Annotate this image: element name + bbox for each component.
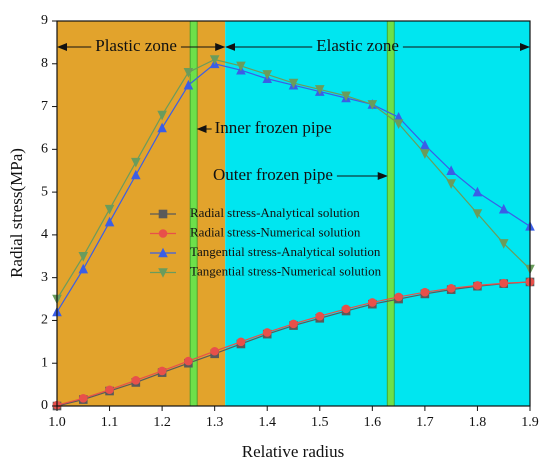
y-tick-label: 7: [41, 99, 48, 114]
legend-label: Tangential stress-Numerical solution: [190, 263, 382, 278]
x-tick-label: 1.1: [101, 415, 119, 430]
data-point: [473, 281, 482, 290]
data-point: [236, 61, 246, 72]
y-tick-label: 8: [41, 56, 48, 71]
y-tick-label: 0: [41, 398, 48, 413]
data-point: [446, 179, 456, 189]
y-tick-label: 2: [41, 313, 48, 328]
data-point: [78, 394, 88, 403]
y-tick-label: 4: [41, 227, 48, 242]
data-point: [341, 304, 351, 314]
legend-label: Tangential stress-Analytical solution: [190, 244, 381, 259]
data-point: [367, 100, 378, 110]
x-tick-label: 1.2: [153, 415, 171, 430]
legend-label: Radial stress-Analytical solution: [190, 205, 360, 220]
frozen-pipe: [386, 20, 395, 407]
data-point: [394, 292, 403, 302]
x-tick-label: 1.0: [48, 415, 66, 430]
x-tick-label: 1.7: [416, 415, 434, 430]
y-tick-label: 1: [41, 355, 48, 370]
zone-label: Elastic zone: [316, 36, 399, 55]
data-point: [131, 169, 141, 180]
data-point: [184, 356, 193, 366]
data-point: [420, 287, 430, 297]
legend-marker: [158, 247, 168, 258]
data-point: [472, 186, 483, 197]
y-tick-label: 9: [41, 13, 48, 28]
legend-marker: [158, 229, 168, 238]
x-tick-label: 1.5: [311, 415, 329, 430]
y-tick-label: 5: [41, 184, 48, 199]
legend-marker: [158, 209, 168, 219]
data-point: [341, 91, 351, 102]
data-point: [78, 263, 89, 274]
data-point: [368, 298, 377, 307]
data-point: [104, 204, 115, 215]
data-point: [472, 209, 483, 219]
data-point: [157, 110, 167, 121]
pipe-label: Inner frozen pipe: [215, 118, 332, 137]
data-point: [499, 278, 509, 288]
data-point: [105, 385, 114, 395]
data-point: [420, 149, 430, 159]
data-point: [446, 284, 456, 293]
data-point: [131, 157, 141, 168]
x-tick-label: 1.4: [258, 415, 276, 430]
data-point: [289, 319, 298, 329]
pipe-label: Outer frozen pipe: [213, 165, 333, 184]
data-point: [262, 328, 272, 337]
data-point: [420, 139, 430, 150]
data-point: [183, 68, 194, 78]
data-point: [210, 346, 219, 356]
data-point: [131, 376, 141, 385]
x-axis-label: Relative radius: [242, 442, 344, 461]
x-tick-label: 1.9: [521, 415, 539, 430]
data-point: [314, 85, 325, 95]
y-tick-label: 3: [41, 270, 48, 285]
data-point: [157, 122, 167, 133]
data-point: [262, 70, 273, 80]
x-tick-label: 1.3: [206, 415, 224, 430]
legend-label: Radial stress-Numerical solution: [190, 224, 361, 239]
data-point: [446, 165, 456, 176]
x-tick-label: 1.6: [364, 415, 382, 430]
data-point: [288, 78, 299, 89]
data-point: [498, 239, 509, 249]
data-point: [236, 337, 246, 347]
y-tick-label: 6: [41, 142, 48, 157]
legend-marker: [158, 268, 168, 278]
data-point: [183, 79, 194, 90]
data-point: [157, 366, 167, 376]
data-point: [104, 216, 115, 227]
y-axis-label: Radial stress(MPa): [7, 148, 26, 278]
data-point: [393, 111, 404, 122]
x-tick-label: 1.8: [469, 415, 487, 430]
plot-frame: [56, 20, 531, 407]
data-point: [498, 203, 509, 214]
data-point: [315, 311, 325, 321]
data-point: [209, 55, 220, 65]
data-point: [393, 119, 404, 129]
zone-label: Plastic zone: [95, 36, 177, 55]
data-point: [78, 251, 89, 262]
